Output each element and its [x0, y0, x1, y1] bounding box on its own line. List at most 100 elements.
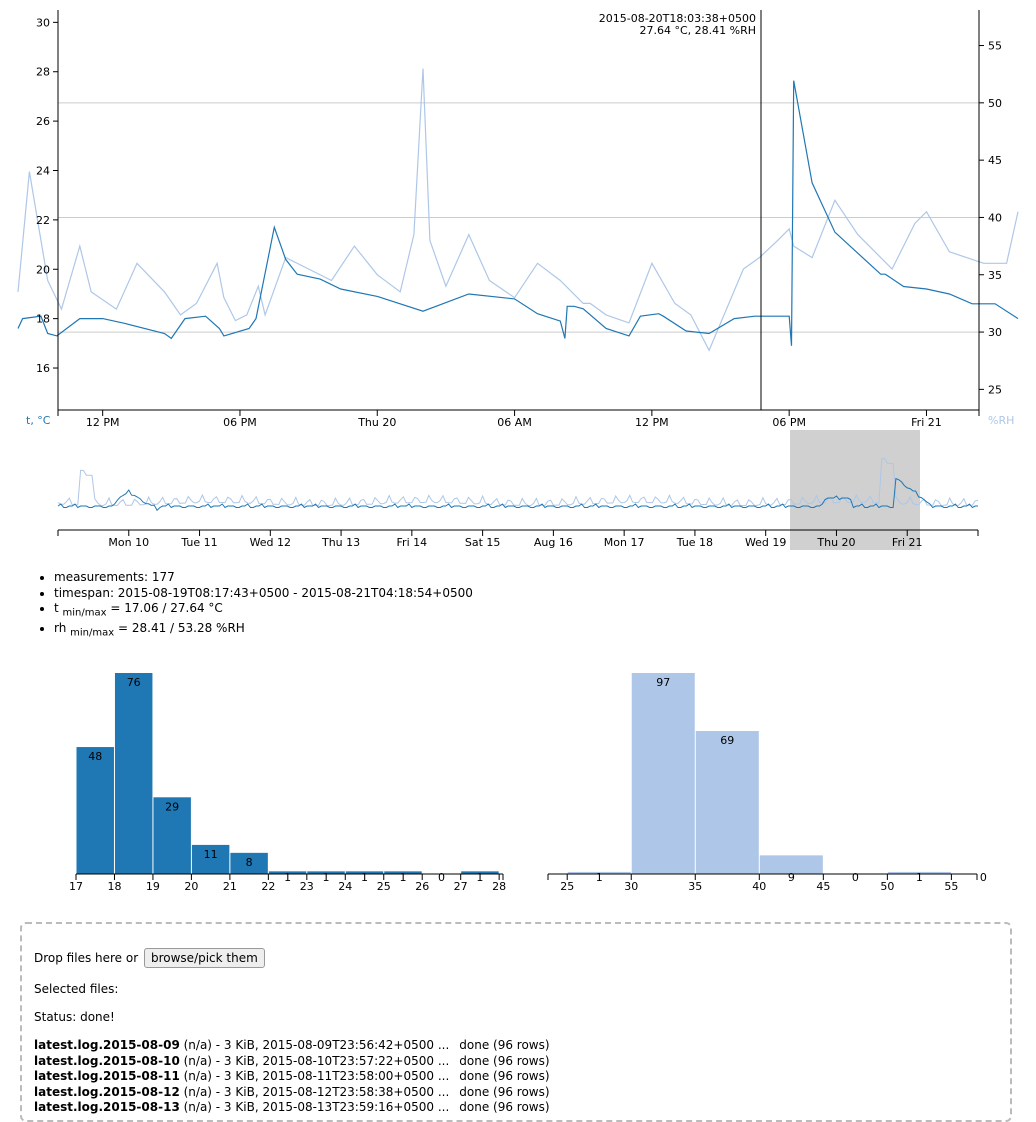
file-name: latest.log.2015-08-11 — [34, 1069, 180, 1083]
overview-x-tick-label: Thu 13 — [321, 536, 360, 549]
histogram-bar-count: 11 — [204, 848, 218, 861]
histogram-bar — [345, 871, 384, 874]
rh-line — [17, 68, 1019, 352]
histogram-bar-count: 69 — [720, 734, 734, 747]
histogram-x-tick-label: 20 — [184, 880, 198, 893]
drop-row: Drop files here or browse/pick them — [34, 948, 998, 968]
histogram-x-tick-label: 28 — [492, 880, 506, 893]
file-name: latest.log.2015-08-13 — [34, 1100, 180, 1114]
y-left-tick-label: 28 — [36, 66, 50, 79]
histogram-x-tick-label: 55 — [944, 880, 958, 893]
file-info: (n/a) - 3 KiB, 2015-08-10T23:57:22+0500 … — [179, 1053, 450, 1068]
file-info: (n/a) - 3 KiB, 2015-08-13T23:59:16+0500 … — [179, 1100, 450, 1114]
y-left-tick-label: 18 — [36, 313, 50, 326]
histogram-bar — [461, 871, 499, 874]
gridlines — [58, 102, 979, 333]
histogram-bar-count: 0 — [852, 871, 859, 884]
histogram-bar — [567, 871, 631, 874]
overview-rh-line — [57, 457, 979, 507]
histogram-bar-count: 9 — [788, 871, 795, 884]
overview-x-tick-label: Mon 10 — [108, 536, 149, 549]
histogram-x-tick-label: 26 — [415, 880, 429, 893]
histogram-bar — [759, 855, 823, 874]
file-status: done (96 rows) — [459, 1084, 550, 1099]
x-tick-label: Thu 20 — [357, 416, 396, 429]
x-tick-label: 12 PM — [635, 416, 669, 429]
histogram-x-tick-label: 50 — [880, 880, 894, 893]
histogram-x-tick-label: 23 — [300, 880, 314, 893]
overview-temperature-series — [57, 477, 978, 512]
histogram-bar — [153, 797, 191, 874]
file-name: latest.log.2015-08-09 — [34, 1038, 180, 1052]
file-status: done (96 rows) — [459, 1069, 550, 1083]
file-dropzone[interactable]: Drop files here or browse/pick them Sele… — [20, 922, 1012, 1122]
histogram-bar-count: 1 — [596, 871, 603, 884]
y-left-tick-label: 26 — [36, 115, 50, 128]
histogram-bar — [268, 871, 307, 874]
stat-temperature-range: t min/max = 17.06 / 27.64 °C — [54, 601, 473, 621]
overview-rh-series — [57, 457, 979, 507]
file-name: latest.log.2015-08-10 — [34, 1053, 180, 1068]
file-list-item: latest.log.2015-08-12 (n/a) - 3 KiB, 201… — [34, 1085, 998, 1101]
stat-measurements: measurements: 177 — [54, 570, 473, 586]
file-info: (n/a) - 3 KiB, 2015-08-11T23:58:00+0500 … — [179, 1069, 450, 1083]
y-left-tick-label: 30 — [36, 16, 50, 29]
brush-selection[interactable] — [790, 430, 920, 550]
histogram-x-tick-label: 19 — [146, 880, 160, 893]
stat-timespan: timespan: 2015-08-19T08:17:43+0500 - 201… — [54, 586, 473, 602]
file-name: latest.log.2015-08-12 — [34, 1084, 180, 1099]
histogram-bar-count: 1 — [323, 871, 330, 884]
y-right-tick-label: 25 — [988, 383, 1002, 396]
histogram-bar-count: 48 — [88, 750, 102, 763]
overview-x-tick-label: Fri 21 — [892, 536, 923, 549]
y-right-tick-label: 30 — [988, 326, 1002, 339]
histogram-x-tick-label: 17 — [69, 880, 83, 893]
histogram-x-tick-label: 18 — [107, 880, 121, 893]
histogram-bar — [307, 871, 345, 874]
overview-x-tick-label: Wed 12 — [250, 536, 291, 549]
file-list-item: latest.log.2015-08-10 (n/a) - 3 KiB, 201… — [34, 1054, 998, 1070]
humidity-histogram: 1 97 69 9 0 1 0 25 30 35 40 45 50 55 — [547, 673, 987, 893]
histogram-bar-count: 1 — [916, 871, 923, 884]
y-left-tick-label: 22 — [36, 214, 50, 227]
overview-temperature-line — [57, 477, 978, 512]
axes: 16 18 20 22 24 26 28 30 25 30 35 40 45 50 55 12 PM 06 PM… — [36, 10, 1002, 429]
file-status: done (96 rows) — [459, 1053, 550, 1068]
histogram-bar-count: 0 — [980, 871, 987, 884]
histogram-x-tick-label: 25 — [560, 880, 574, 893]
histogram-x-tick-label: 40 — [752, 880, 766, 893]
histogram-x-tick-label: 27 — [454, 880, 468, 893]
overview-x-tick-label: Wed 19 — [745, 536, 786, 549]
y-left-tick-label: 20 — [36, 263, 50, 276]
tooltip-values: 27.64 °C, 28.41 %RH — [639, 24, 756, 37]
histogram-bar — [114, 673, 153, 874]
x-tick-label: 06 PM — [772, 416, 806, 429]
y-right-tick-label: 45 — [988, 154, 1002, 167]
histogram-x-tick-label: 35 — [688, 880, 702, 893]
file-status: done (96 rows) — [459, 1038, 550, 1052]
drop-text: Drop files here or — [34, 951, 139, 965]
file-status: done (96 rows) — [459, 1100, 550, 1114]
histogram-x-tick-label: 25 — [377, 880, 391, 893]
histogram-bar-count: 1 — [284, 871, 291, 884]
histogram-bar — [230, 852, 268, 874]
overview-brush-chart[interactable]: Mon 10 Tue 11 Wed 12 Thu 13 Fri 14 Sat 15 Aug … — [0, 425, 1036, 555]
histogram-bar-count: 97 — [656, 676, 670, 689]
histogram-bar — [887, 871, 951, 874]
browse-button[interactable]: browse/pick them — [143, 948, 265, 968]
stat-humidity-range: rh min/max = 28.41 / 53.28 %RH — [54, 621, 473, 641]
temperature-line — [17, 80, 1019, 346]
y-left-axis-label: t, °C — [26, 414, 51, 427]
main-chart[interactable]: 2015-08-20T18:03:38+0500 27.64 °C, 28.41… — [0, 0, 1036, 430]
y-right-tick-label: 55 — [988, 40, 1002, 53]
x-tick-label: Fri 21 — [911, 416, 942, 429]
x-tick-label: 06 PM — [223, 416, 257, 429]
stats-list: measurements: 177 timespan: 2015-08-19T0… — [34, 570, 473, 641]
overview-x-axis: Mon 10 Tue 11 Wed 12 Thu 13 Fri 14 Sat 15 Aug … — [57, 529, 979, 549]
overview-x-tick-label: Tue 18 — [676, 536, 713, 549]
histogram-bar — [631, 673, 695, 874]
histogram-bar — [695, 731, 759, 874]
x-tick-label: 06 AM — [497, 416, 532, 429]
file-info: (n/a) - 3 KiB, 2015-08-12T23:58:38+0500 … — [179, 1084, 450, 1099]
tooltip-time: 2015-08-20T18:03:38+0500 — [599, 12, 756, 25]
